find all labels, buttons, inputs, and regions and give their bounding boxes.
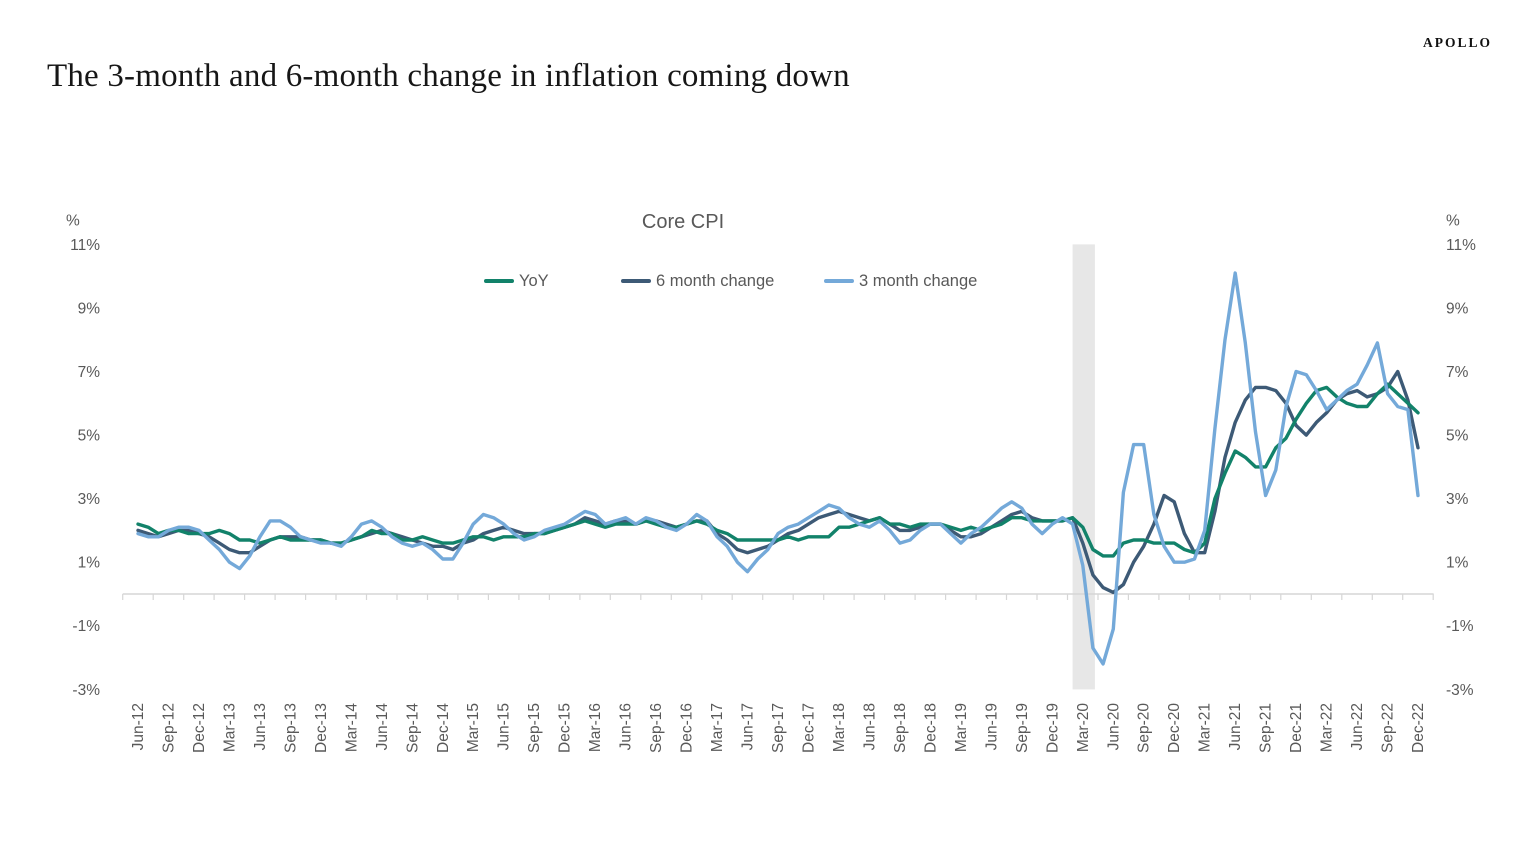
legend-label-6-month-change: 6 month change: [656, 271, 775, 290]
legend-item-6-month-change: 6 month change: [621, 271, 774, 291]
x-axis-label: Sep-13: [282, 703, 299, 753]
x-axis-label: Sep-16: [648, 703, 665, 753]
y-axis-label-right: 7%: [1446, 364, 1469, 381]
x-axis-label: Mar-14: [343, 703, 360, 752]
y-axis-label-right: 1%: [1446, 555, 1469, 572]
y-axis-label-left: 5%: [78, 428, 101, 445]
chart-title: Core CPI: [641, 211, 725, 233]
x-axis-label: Mar-21: [1197, 703, 1214, 752]
legend-item-yoy: YoY: [484, 271, 549, 291]
x-axis-label: Jun-14: [374, 703, 391, 751]
y-axis-label-right: -3%: [1446, 682, 1474, 699]
legend-item-3-month-change: 3 month change: [824, 271, 977, 291]
x-axis-label: Jun-12: [130, 703, 147, 750]
legend-swatch-6-month-change: [621, 279, 651, 283]
y-axis-label-left: -3%: [72, 682, 100, 699]
x-axis-label: Mar-13: [221, 703, 238, 752]
page-title: The 3-month and 6-month change in inflat…: [47, 58, 850, 94]
apollo-logo: APOLLO: [1422, 35, 1492, 50]
x-axis-label: Mar-22: [1319, 703, 1336, 752]
x-axis-label: Sep-14: [404, 703, 421, 753]
x-axis-label: Sep-19: [1014, 703, 1031, 753]
x-axis-label: Sep-22: [1380, 703, 1397, 753]
y-axis-label-right: 9%: [1446, 300, 1469, 317]
x-axis-label: Sep-12: [161, 703, 178, 753]
x-axis-label: Jun-18: [861, 703, 878, 750]
y-axis-label-left: 1%: [78, 555, 101, 572]
legend-label-yoy: YoY: [519, 271, 549, 290]
x-axis-label: Sep-18: [892, 703, 909, 753]
y-axis-label-left: -1%: [72, 618, 100, 635]
series-line-6-month-change: [136, 369, 1420, 595]
x-axis-label: Jun-16: [618, 703, 635, 750]
y-axis-label-right: -1%: [1446, 618, 1474, 635]
x-axis-label: Dec-15: [557, 703, 574, 753]
y-axis-label-right: 11%: [1446, 237, 1476, 254]
legend-swatch-3-month-change: [824, 279, 854, 283]
y-axis-label-left: 3%: [78, 491, 101, 508]
legend-swatch-yoy: [484, 279, 514, 283]
x-axis-label: Dec-20: [1166, 703, 1183, 753]
y-axis-label-right: 3%: [1446, 491, 1469, 508]
y-axis-label-left: 11%: [70, 237, 100, 254]
x-axis-label: Dec-13: [313, 703, 330, 753]
x-axis-label: Sep-15: [526, 703, 543, 753]
x-axis-label: Dec-17: [801, 703, 818, 753]
x-axis-label: Jun-15: [496, 703, 513, 750]
x-axis-label: Mar-16: [587, 703, 604, 752]
y-axis-unit-left: %: [66, 212, 80, 229]
x-axis-label: Jun-13: [252, 703, 269, 750]
x-axis-label: Dec-16: [679, 703, 696, 753]
y-axis-label-right: 5%: [1446, 428, 1469, 445]
x-axis-label: Dec-18: [922, 703, 939, 753]
x-axis-label: Mar-19: [953, 703, 970, 752]
x-axis-label: Mar-17: [709, 703, 726, 752]
x-axis-label: Dec-22: [1410, 703, 1427, 753]
x-axis-label: Sep-20: [1136, 703, 1153, 753]
series-line-3-month-change: [136, 271, 1420, 666]
x-axis-label: Mar-18: [831, 703, 848, 752]
x-axis-label: Jun-17: [740, 703, 757, 750]
x-axis-label: Dec-19: [1044, 703, 1061, 753]
x-axis-label: Jun-22: [1349, 703, 1366, 750]
x-axis-label: Dec-21: [1288, 703, 1305, 753]
x-axis-label: Jun-21: [1227, 703, 1244, 750]
x-axis-label: Sep-21: [1258, 703, 1275, 753]
x-axis-label: Mar-20: [1075, 703, 1092, 752]
legend-label-3-month-change: 3 month change: [859, 271, 978, 290]
series-line-yoy: [136, 382, 1420, 558]
x-axis-label: Sep-17: [770, 703, 787, 753]
x-axis-label: Jun-20: [1105, 703, 1122, 751]
y-axis-label-left: 9%: [78, 300, 101, 317]
x-axis-label: Dec-12: [191, 703, 208, 753]
y-axis-unit-right: %: [1446, 212, 1460, 229]
recession-band: [1072, 244, 1095, 690]
x-axis-label: Dec-14: [435, 703, 452, 753]
y-axis-label-left: 7%: [78, 364, 101, 381]
x-axis-label: Mar-15: [465, 703, 482, 752]
x-axis-label: Jun-19: [983, 703, 1000, 750]
